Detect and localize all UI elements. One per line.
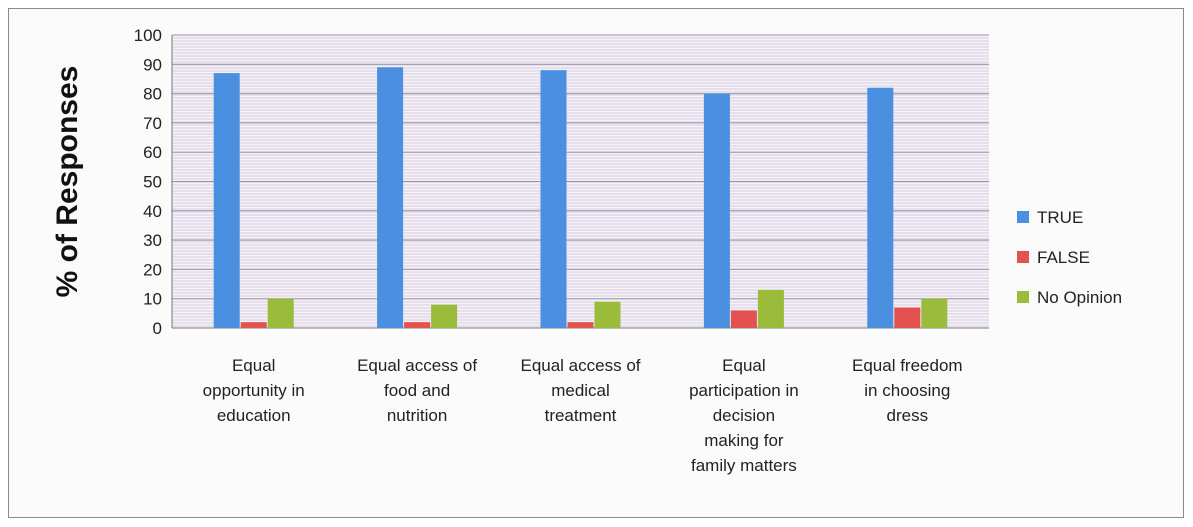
x-category-label: Equal access of	[520, 356, 640, 375]
bar-false	[730, 310, 757, 328]
y-tick-label: 70	[143, 114, 162, 133]
x-category-label: Equal	[232, 356, 275, 375]
x-category-label: Equal freedom	[852, 356, 963, 375]
bar-false	[240, 322, 267, 328]
bar-true	[867, 87, 894, 329]
y-tick-label: 0	[153, 319, 162, 338]
y-tick-label: 100	[134, 26, 162, 45]
y-tick-label: 60	[143, 143, 162, 162]
bar-chart: 0 10 20 30 40 50 60 70 80 90 100 % of Responses Equa…	[51, 26, 1122, 475]
x-category-label: Equal	[722, 356, 765, 375]
legend-label-no-opinion: No Opinion	[1037, 288, 1122, 307]
y-tick-label: 30	[143, 231, 162, 250]
legend-swatch-true	[1017, 211, 1029, 223]
chart-frame: 0 10 20 30 40 50 60 70 80 90 100 % of Responses Equa…	[8, 8, 1184, 518]
x-category-label: participation in	[689, 381, 799, 400]
bar-no-opinion	[594, 301, 621, 328]
y-tick-label: 20	[143, 260, 162, 279]
legend-swatch-false	[1017, 251, 1029, 263]
bar-true	[540, 70, 567, 328]
legend-swatch-no-opinion	[1017, 291, 1029, 303]
x-category-label: treatment	[545, 406, 617, 425]
bar-true	[377, 67, 404, 329]
y-tick-label: 10	[143, 290, 162, 309]
bar-false	[894, 307, 921, 328]
bar-no-opinion	[431, 304, 458, 328]
x-category-label: opportunity in	[203, 381, 305, 400]
x-category-label: making for	[704, 431, 784, 450]
bar-no-opinion	[757, 289, 784, 328]
legend-label-true: TRUE	[1037, 208, 1083, 227]
legend-label-false: FALSE	[1037, 248, 1090, 267]
bar-no-opinion	[921, 298, 948, 328]
bar-no-opinion	[267, 298, 294, 328]
x-category-label: decision	[713, 406, 775, 425]
bar-false	[404, 322, 431, 328]
x-category-label: Equal access of	[357, 356, 477, 375]
x-category-label: education	[217, 406, 291, 425]
x-category-label: medical	[551, 381, 610, 400]
y-tick-label: 50	[143, 173, 162, 192]
y-tick-label: 80	[143, 85, 162, 104]
bar-true	[703, 93, 730, 328]
y-tick-label: 90	[143, 55, 162, 74]
x-category-label: family matters	[691, 456, 797, 475]
bar-true	[213, 73, 240, 328]
y-tick-label: 40	[143, 202, 162, 221]
x-category-label: nutrition	[387, 406, 447, 425]
x-category-label: food and	[384, 381, 450, 400]
bar-false	[567, 322, 594, 328]
x-category-label: dress	[887, 406, 929, 425]
y-axis-title: % of Responses	[51, 66, 84, 298]
x-category-label: in choosing	[864, 381, 950, 400]
